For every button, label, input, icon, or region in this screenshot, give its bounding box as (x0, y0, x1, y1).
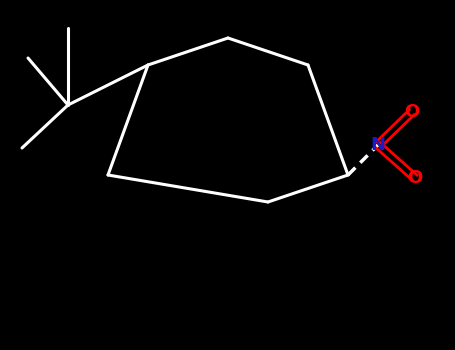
Text: O: O (407, 169, 423, 187)
Text: O: O (404, 103, 420, 121)
Text: N: N (370, 136, 385, 154)
